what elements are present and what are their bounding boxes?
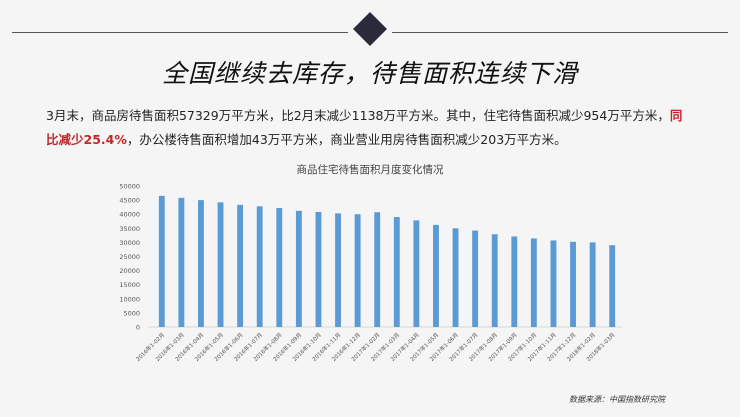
bar (178, 197, 185, 327)
bar (413, 220, 420, 327)
chart-title: 商品住宅待售面积月度变化情况 (296, 164, 444, 176)
bar (276, 207, 283, 327)
bar (491, 234, 498, 327)
y-tick-label: 40000 (119, 211, 140, 219)
bar (237, 204, 244, 327)
y-tick-label: 10000 (119, 295, 140, 303)
y-tick-label: 5000 (123, 309, 140, 317)
description-highlight: 同比减少25.4% (46, 108, 683, 147)
source-note: 数据来源：中国指数研究院 (569, 395, 665, 404)
y-tick-label: 25000 (119, 253, 140, 261)
header-rule-left (12, 32, 348, 33)
bar (198, 200, 204, 327)
y-tick-label: 0 (136, 324, 140, 332)
bar (354, 214, 361, 327)
bar (433, 224, 439, 327)
y-tick-label: 35000 (119, 225, 140, 233)
bar (452, 228, 459, 327)
bar (530, 238, 537, 327)
header-rule-right (392, 32, 728, 33)
bar (256, 206, 263, 327)
y-tick-label: 50000 (119, 183, 140, 191)
bar (589, 242, 596, 327)
bar (550, 240, 557, 327)
bar (393, 217, 400, 327)
y-tick-label: 20000 (119, 267, 140, 275)
bar (335, 213, 341, 327)
y-tick-label: 30000 (119, 239, 140, 247)
bar (217, 202, 224, 327)
bar (295, 210, 302, 327)
bar (158, 195, 165, 327)
bar (609, 245, 616, 327)
y-tick-label: 45000 (119, 197, 140, 205)
description-text-1: 3月末，商品房待售面积57329万平方米，比2月末减少1138万平方米。其中，住… (46, 108, 670, 123)
bar (570, 241, 576, 327)
description-paragraph: 3月末，商品房待售面积57329万平方米，比2月末减少1138万平方米。其中，住… (46, 104, 686, 152)
y-tick-label: 15000 (119, 281, 140, 289)
description-text-2: ，办公楼待售面积增加43万平方米，商业营业用房待售面积减少203万平方米。 (126, 132, 567, 147)
page-title: 全国继续去库存，待售面积连续下滑 (161, 59, 578, 88)
bar (511, 236, 518, 327)
bar (472, 230, 479, 327)
bar (315, 211, 322, 327)
bar (374, 212, 381, 327)
